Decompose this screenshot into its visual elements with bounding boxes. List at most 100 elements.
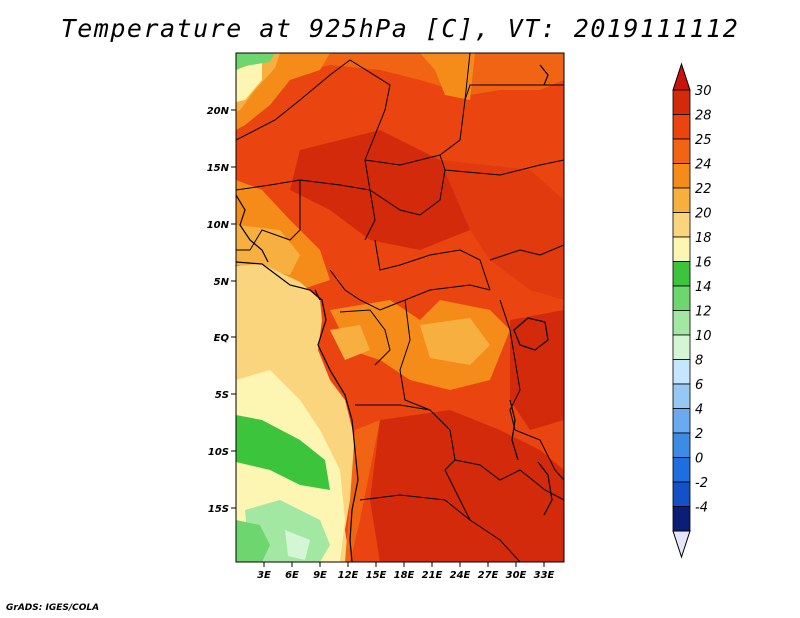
lon-label: 9E [313, 570, 327, 581]
lat-label: 5N [214, 277, 230, 288]
colorbar-label: 10 [695, 329, 712, 344]
colorbar-label: 0 [695, 452, 703, 467]
lat-label: 20N [207, 106, 230, 117]
lat-label: 10N [207, 220, 230, 231]
colorbar-label: 28 [695, 109, 712, 124]
border-segment [359, 494, 521, 562]
lon-label: 12E [338, 570, 359, 581]
field-10c-ocean [285, 530, 310, 560]
colorbar-label: 16 [695, 256, 712, 271]
field-16c-ocean [236, 415, 330, 490]
field-24c-libya [420, 53, 475, 100]
country-borders [236, 53, 564, 562]
border-segment [236, 180, 301, 251]
border-segment [339, 309, 391, 366]
field-25c-angola [345, 420, 380, 562]
colorbar-swatch [672, 187, 691, 213]
lat-label: 5S [215, 390, 229, 401]
colorbar-label: 25 [695, 133, 712, 148]
border-segment [236, 179, 376, 241]
lon-label: 18E [394, 570, 415, 581]
border-segment [444, 159, 564, 176]
colorbar-label: 8 [695, 354, 703, 369]
border-segment [355, 404, 456, 471]
lon-label: 30E [506, 570, 527, 581]
colorbar-swatch [672, 236, 691, 262]
lon-label: 3E [257, 570, 271, 581]
atlantic-coastline [236, 261, 359, 562]
colorbar-label: 12 [695, 305, 712, 320]
colorbar-swatches [672, 89, 691, 532]
field-18c-nw [236, 60, 262, 102]
border-segment [369, 154, 446, 216]
colorbar-label: 14 [695, 280, 712, 295]
colorbar-label: 20 [695, 207, 712, 222]
lon-label: 24E [450, 570, 471, 581]
colorbar-label: 6 [695, 378, 703, 393]
colorbar-swatch [672, 285, 691, 311]
lake-tanganyika [509, 399, 519, 461]
colorbar-label: 22 [695, 182, 712, 197]
colorbar-swatch [672, 163, 691, 189]
colorbar-bottom-arrow [672, 530, 691, 559]
field-14c-ocean [236, 520, 270, 562]
bioko-island [314, 289, 321, 301]
colorbar-swatch [672, 481, 691, 507]
field-29c-sudan [440, 160, 564, 300]
border-segment [329, 269, 491, 311]
colorbar-swatch [672, 457, 691, 483]
border-segment [464, 84, 564, 101]
plot-frame [235, 52, 565, 563]
map-title: Temperature at 925hPa [C], VT: 201911111… [60, 14, 740, 43]
west-coastline [236, 194, 269, 263]
colorbar-label: 18 [695, 231, 712, 246]
lake-malawi [537, 461, 553, 516]
coastlines [236, 64, 553, 562]
colorbar-swatch [672, 212, 691, 238]
colorbar-swatch [672, 359, 691, 385]
colorbar-label: 4 [695, 403, 703, 418]
colorbar-label: -4 [695, 501, 708, 516]
field-30c-sahel [290, 130, 480, 250]
colorbar-swatch [672, 138, 691, 164]
temperature-field [236, 53, 564, 562]
field-14c-nw [236, 53, 275, 70]
border-segment [499, 299, 521, 431]
colorbar-swatch [672, 334, 691, 360]
border-segment [236, 59, 351, 141]
colorbar-label: 2 [695, 427, 703, 442]
field-22c-gabon [330, 325, 370, 360]
field-30c-south [370, 410, 564, 562]
field-30c-east [510, 310, 564, 430]
lon-label: 33E [534, 570, 555, 581]
colorbar-swatch [672, 383, 691, 409]
colorbar-swatch [672, 89, 691, 115]
lat-label: 15N [207, 163, 230, 174]
nile-delta [539, 64, 549, 86]
field-25c-ne [500, 53, 564, 85]
colorbar-swatch [672, 310, 691, 336]
lon-label: 21E [422, 570, 443, 581]
grads-credit: GrADS: IGES/COLA [6, 603, 100, 613]
colorbar-label: 30 [695, 84, 712, 99]
colorbar-top-arrow [672, 62, 691, 91]
colorbar-swatch [672, 114, 691, 140]
colorbar-swatch [672, 261, 691, 287]
colorbar-label: 24 [695, 158, 712, 173]
colorbar-swatch [672, 506, 691, 532]
border-segment [399, 299, 431, 411]
lon-label: 27E [478, 570, 499, 581]
lake-victoria [513, 317, 549, 351]
field-22c-congo [420, 318, 490, 365]
lat-label: 10S [208, 447, 229, 458]
border-segment [364, 53, 471, 166]
lat-label: 15S [208, 504, 229, 515]
latitude-axis: 20N 15N 10N 5N EQ 5S 10S 15S [207, 106, 236, 515]
border-segment [514, 429, 564, 481]
border-segment [349, 59, 391, 191]
longitude-axis: 3E 6E 9E 12E 15E 18E 21E 24E 27E 30E 33E [257, 562, 555, 581]
border-segment [374, 239, 491, 291]
border-segment [454, 459, 564, 501]
